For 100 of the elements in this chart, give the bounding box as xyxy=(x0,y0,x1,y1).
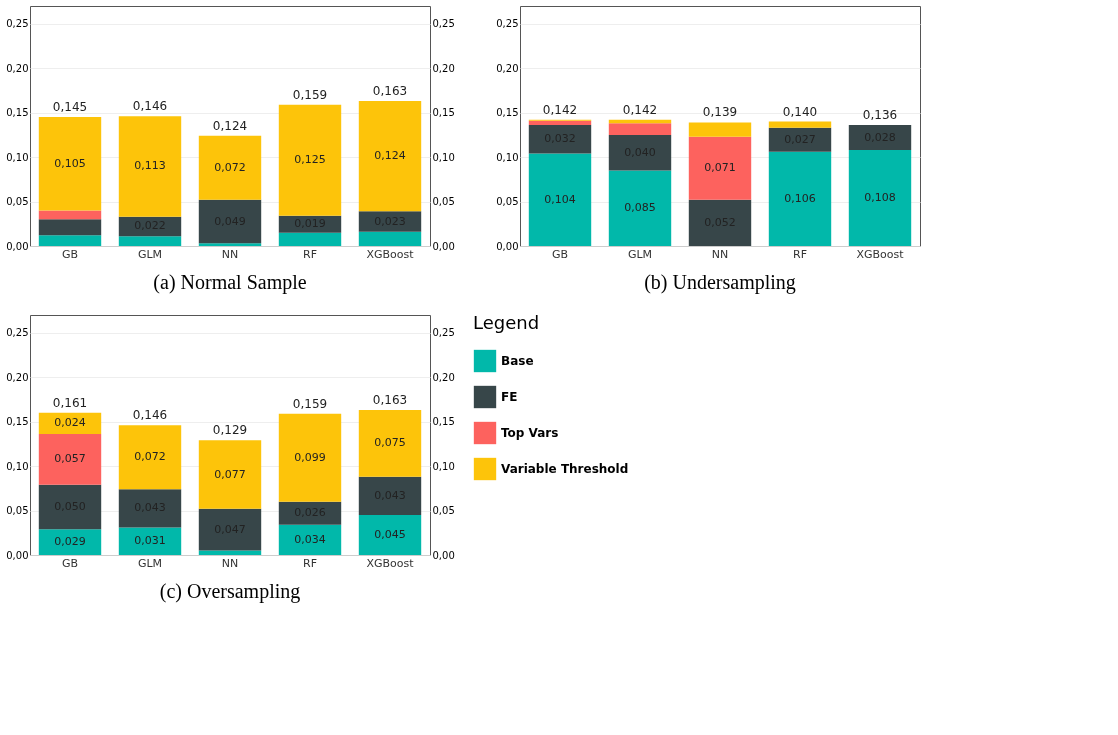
bar xyxy=(768,151,832,246)
data-label: 0,031 xyxy=(134,534,166,548)
bar xyxy=(848,150,912,246)
y-tick-label: 0,15 xyxy=(6,416,29,428)
bar xyxy=(688,199,752,246)
bar xyxy=(118,236,182,246)
y2-tick-label: 0,20 xyxy=(432,371,455,383)
bar xyxy=(688,136,752,200)
bar xyxy=(38,235,102,246)
x-tick-label: GLM xyxy=(137,556,163,570)
bar xyxy=(688,122,752,137)
bar xyxy=(528,125,592,154)
x-tick-label: GLM xyxy=(627,247,653,261)
bar xyxy=(358,231,422,246)
y-tick-label: 0,15 xyxy=(496,107,519,119)
data-label: 0,125 xyxy=(294,153,326,167)
bar xyxy=(278,524,342,555)
bar xyxy=(608,170,672,246)
bar xyxy=(118,425,182,490)
y2-tick-label: 0,10 xyxy=(432,151,455,163)
y2-tick-label: 0,05 xyxy=(432,196,455,208)
legend-label: Top Vars xyxy=(501,426,559,440)
y2-tick-label: 0,25 xyxy=(432,18,455,30)
x-tick-label: XGBoost xyxy=(366,247,415,261)
x-tick-label: GB xyxy=(551,247,569,261)
x-tick-label: GB xyxy=(61,556,79,570)
y2-tick-label: 0,15 xyxy=(432,107,455,119)
x-tick-label: XGBoost xyxy=(366,556,415,570)
bar xyxy=(358,476,422,515)
y-tick-label: 0,25 xyxy=(6,327,29,339)
y-tick-label: 0,00 xyxy=(496,240,519,252)
data-label: 0,029 xyxy=(54,535,86,549)
total-label: 0,161 xyxy=(52,395,88,410)
data-label: 0,034 xyxy=(294,532,326,546)
data-label: 0,108 xyxy=(864,191,896,204)
text: (a) Normal Sample xyxy=(153,271,307,294)
data-label: 0,072 xyxy=(214,160,246,174)
data-label: 0,024 xyxy=(54,416,86,430)
bar xyxy=(278,413,342,502)
y-tick-label: 0,05 xyxy=(6,505,29,517)
x-tick-label: XGBoost xyxy=(856,247,905,261)
data-label: 0,105 xyxy=(54,156,86,170)
y-tick-label: 0,05 xyxy=(496,196,519,208)
text: (b) Undersampling xyxy=(644,271,796,294)
total-label: 0,146 xyxy=(132,99,168,114)
bar xyxy=(118,116,182,217)
bar xyxy=(198,243,262,246)
total-label: 0,159 xyxy=(292,396,328,411)
y-tick-label: 0,10 xyxy=(496,151,519,163)
data-label: 0,106 xyxy=(784,191,816,205)
bar xyxy=(38,117,102,211)
y-tick-label: 0,05 xyxy=(6,196,29,208)
total-label: 0,163 xyxy=(372,84,408,99)
y-tick-label: 0,10 xyxy=(6,460,29,472)
data-label: 0,077 xyxy=(214,467,246,481)
y2-tick-label: 0,00 xyxy=(432,549,455,561)
bar xyxy=(38,210,102,220)
total-label: 0,145 xyxy=(52,100,88,115)
y-tick-label: 0,20 xyxy=(496,62,519,74)
bar xyxy=(38,434,102,485)
x-tick-label: NN xyxy=(711,247,729,261)
total-label: 0,129 xyxy=(212,423,248,438)
legend-title: Legend xyxy=(473,312,540,333)
x-tick-label: RF xyxy=(303,556,317,570)
bar xyxy=(528,153,592,246)
bar xyxy=(278,104,342,216)
total-label: 0,142 xyxy=(542,102,578,117)
bar xyxy=(198,508,262,551)
bar xyxy=(358,410,422,477)
total-label: 0,136 xyxy=(862,108,898,123)
y-tick-label: 0,20 xyxy=(6,371,29,383)
bar xyxy=(768,127,832,152)
bar xyxy=(278,232,342,246)
bar xyxy=(38,219,102,236)
total-label: 0,140 xyxy=(782,104,818,119)
legend-label: FE xyxy=(501,390,518,404)
y-tick-label: 0,25 xyxy=(6,18,29,30)
data-label: 0,113 xyxy=(134,159,166,173)
bar xyxy=(198,440,262,509)
x-tick-label: RF xyxy=(303,247,317,261)
y-tick-label: 0,20 xyxy=(6,62,29,74)
bar xyxy=(118,527,182,555)
y-tick-label: 0,25 xyxy=(496,18,519,30)
y-tick-label: 0,10 xyxy=(6,151,29,163)
legend-label: Base xyxy=(501,354,534,368)
data-label: 0,099 xyxy=(294,450,326,464)
text: (c) Oversampling xyxy=(159,580,301,603)
total-label: 0,146 xyxy=(132,408,168,423)
data-label: 0,104 xyxy=(544,192,576,206)
x-tick-label: NN xyxy=(221,556,239,570)
data-label: 0,057 xyxy=(54,452,86,466)
total-label: 0,139 xyxy=(702,105,738,120)
bar xyxy=(198,550,262,555)
y2-tick-label: 0,20 xyxy=(432,62,455,74)
data-label: 0,075 xyxy=(374,436,406,450)
bar xyxy=(118,489,182,528)
legend-label: Variable Threshold xyxy=(501,462,629,476)
y2-tick-label: 0,05 xyxy=(432,505,455,517)
bar xyxy=(608,123,672,135)
y-tick-label: 0,00 xyxy=(6,549,29,561)
